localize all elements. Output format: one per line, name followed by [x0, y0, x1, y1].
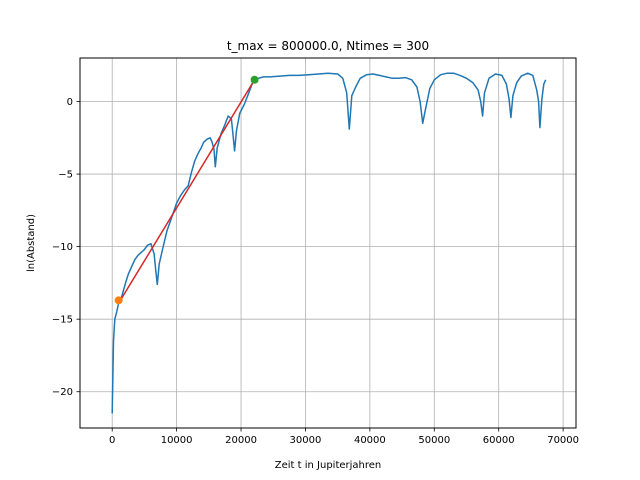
y-axis-ticks: −20 −15 −10 −5 0 [52, 97, 80, 398]
plot-frame [79, 57, 577, 429]
start-point-marker [114, 296, 123, 305]
x-tick-label: 20000 [225, 435, 257, 446]
end-point-marker [250, 75, 259, 84]
x-tick-label: 40000 [354, 435, 386, 446]
y-tick-label: −10 [52, 242, 73, 253]
y-tick-label: −5 [58, 170, 73, 181]
fit-line [118, 79, 256, 304]
x-tick-label: 70000 [547, 435, 579, 446]
x-tick-label: 0 [109, 435, 115, 446]
x-tick-label: 60000 [483, 435, 515, 446]
series-layer [111, 72, 547, 414]
x-tick-label: 50000 [418, 435, 450, 446]
series-line [111, 72, 547, 414]
fit-layer [118, 79, 256, 304]
x-tick-label: 10000 [161, 435, 193, 446]
y-tick-label: 0 [67, 97, 73, 108]
y-axis-label: ln(Abstand) [26, 214, 37, 272]
x-tick-label: 30000 [290, 435, 322, 446]
chart-title: t_max = 800000.0, Ntimes = 300 [227, 39, 429, 53]
y-tick-label: −15 [52, 315, 73, 326]
y-tick-label: −20 [52, 387, 73, 398]
marker-layer [114, 75, 259, 305]
x-axis-ticks: 0 10000 20000 30000 40000 50000 60000 70000 [109, 428, 579, 446]
x-axis-label: Zeit t in Jupiterjahren [275, 460, 382, 471]
